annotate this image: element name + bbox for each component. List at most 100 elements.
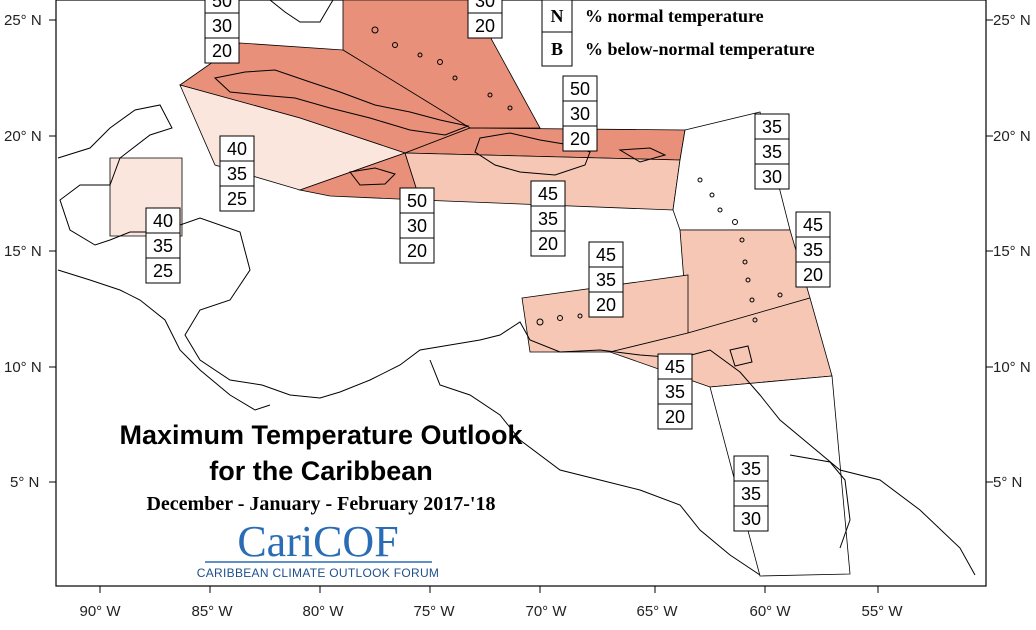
probability-normal: 30 (407, 216, 427, 236)
probability-normal: 35 (153, 236, 173, 256)
probability-above: 50 (407, 191, 427, 211)
probability-cell (399, 237, 435, 264)
probability-above: 45 (538, 184, 558, 204)
y-tick-label: 5° N (10, 474, 39, 491)
y-tick-label: 20° N (4, 128, 42, 145)
probability-normal: 30 (570, 104, 590, 124)
probability-cell (754, 138, 790, 165)
probability-above: 50 (570, 79, 590, 99)
probability-cell (562, 100, 598, 127)
probability-cell (657, 353, 693, 380)
probability-above: 45 (665, 357, 685, 377)
y-axis-labels-right: 25° N 20° N 15° N 10° N 5° N (993, 12, 1031, 491)
probability-cell (588, 241, 624, 268)
y-tick-label: 20° N (993, 128, 1031, 145)
coast-cuba (213, 69, 470, 136)
probability-above: 30 (475, 0, 495, 11)
probability-below: 20 (538, 234, 558, 254)
probability-above: 40 (153, 211, 173, 231)
probability-cell (145, 257, 181, 284)
probability-cell (204, 37, 240, 64)
x-tick-label: 70° W (525, 603, 567, 620)
probability-stack-guianas: 35 35 30 (733, 455, 769, 532)
probability-normal: 35 (538, 209, 558, 229)
probability-cell (754, 163, 790, 190)
probability-normal: 35 (803, 240, 823, 260)
legend-key-box (541, 31, 573, 67)
x-tick-label: 75° W (413, 603, 455, 620)
coast-florida (269, 0, 334, 23)
title-line-2: for the Caribbean (209, 456, 433, 486)
probability-below: 30 (741, 509, 761, 529)
probability-stack-trinidad: 45 35 20 (657, 353, 693, 430)
probability-cell (219, 185, 255, 212)
coast-hispaniola (474, 132, 591, 176)
probability-above: 45 (803, 215, 823, 235)
probability-above: 50 (212, 0, 232, 11)
y-tick-label: 25° N (4, 12, 42, 29)
coast-colombia-west (429, 359, 761, 576)
coast-guianas-inner (789, 454, 851, 549)
axis-ticks (49, 19, 993, 593)
y-tick-label: 10° N (993, 359, 1031, 376)
probability-stack-jamaica: 50 30 20 (399, 187, 435, 264)
probability-cell (733, 480, 769, 507)
probability-stack-belize: 40 35 25 (145, 207, 181, 284)
probability-cell (467, 12, 503, 39)
probability-normal: 35 (741, 484, 761, 504)
probability-stack-bahamas-west: 50 30 20 (204, 0, 240, 64)
probability-stack-abc-islands: 45 35 20 (588, 241, 624, 318)
probability-normal: 35 (762, 142, 782, 162)
probability-below: 20 (803, 265, 823, 285)
x-tick-label: 55° W (861, 603, 903, 620)
logo-wordmark: CariCOF (237, 517, 398, 566)
probability-below: 20 (407, 241, 427, 261)
legend-label: % below-normal temperature (585, 39, 815, 59)
coastlines (57, 0, 976, 576)
probability-cell (399, 187, 435, 214)
probability-below: 20 (596, 295, 616, 315)
probability-cell (530, 205, 566, 232)
probability-below: 20 (570, 129, 590, 149)
probability-cell (530, 180, 566, 207)
x-tick-label: 80° W (302, 603, 344, 620)
probability-stack-turks-caicos: 50 30 20 (562, 75, 598, 152)
legend-key-box (541, 0, 573, 33)
legend-key: B (551, 39, 563, 59)
season-subtitle: December - January - February 2017-'18 (146, 493, 495, 515)
probability-cell (657, 403, 693, 430)
y-tick-label: 15° N (4, 243, 42, 260)
probability-cell (733, 505, 769, 532)
probability-stack-north-lesser-antilles: 35 35 30 (754, 113, 790, 190)
probability-cell (588, 291, 624, 318)
legend-key: N (551, 6, 564, 26)
probability-cell (219, 135, 255, 162)
probability-cell (562, 75, 598, 102)
probability-normal: 20 (475, 16, 495, 36)
y-tick-label: 25° N (993, 12, 1031, 29)
title-block: Maximum Temperature Outlook for the Cari… (119, 420, 523, 515)
probability-below: 30 (762, 167, 782, 187)
probability-below: 20 (212, 41, 232, 61)
probability-cell (795, 211, 831, 238)
y-tick-label: 5° N (993, 474, 1022, 491)
probability-below: 25 (227, 189, 247, 209)
probability-boxes: 5030203020503020353530403525403525503020… (145, 0, 831, 532)
x-tick-label: 60° W (749, 603, 791, 620)
probability-stack-cuba-west: 40 35 25 (219, 135, 255, 212)
x-tick-label: 90° W (79, 603, 121, 620)
x-tick-label: 85° W (191, 603, 233, 620)
probability-cell (754, 113, 790, 140)
probability-normal: 35 (596, 270, 616, 290)
y-tick-label: 10° N (4, 359, 42, 376)
probability-normal: 35 (227, 164, 247, 184)
probability-above: 35 (741, 459, 761, 479)
probability-below: 20 (665, 407, 685, 427)
x-axis-labels: 90° W 85° W 80° W 75° W 70° W 65° W 60° … (79, 603, 903, 620)
probability-normal: 30 (212, 16, 232, 36)
probability-cell (795, 261, 831, 288)
probability-stack-leeward-islands: 45 35 20 (795, 211, 831, 288)
legend-label: % normal temperature (585, 6, 764, 26)
